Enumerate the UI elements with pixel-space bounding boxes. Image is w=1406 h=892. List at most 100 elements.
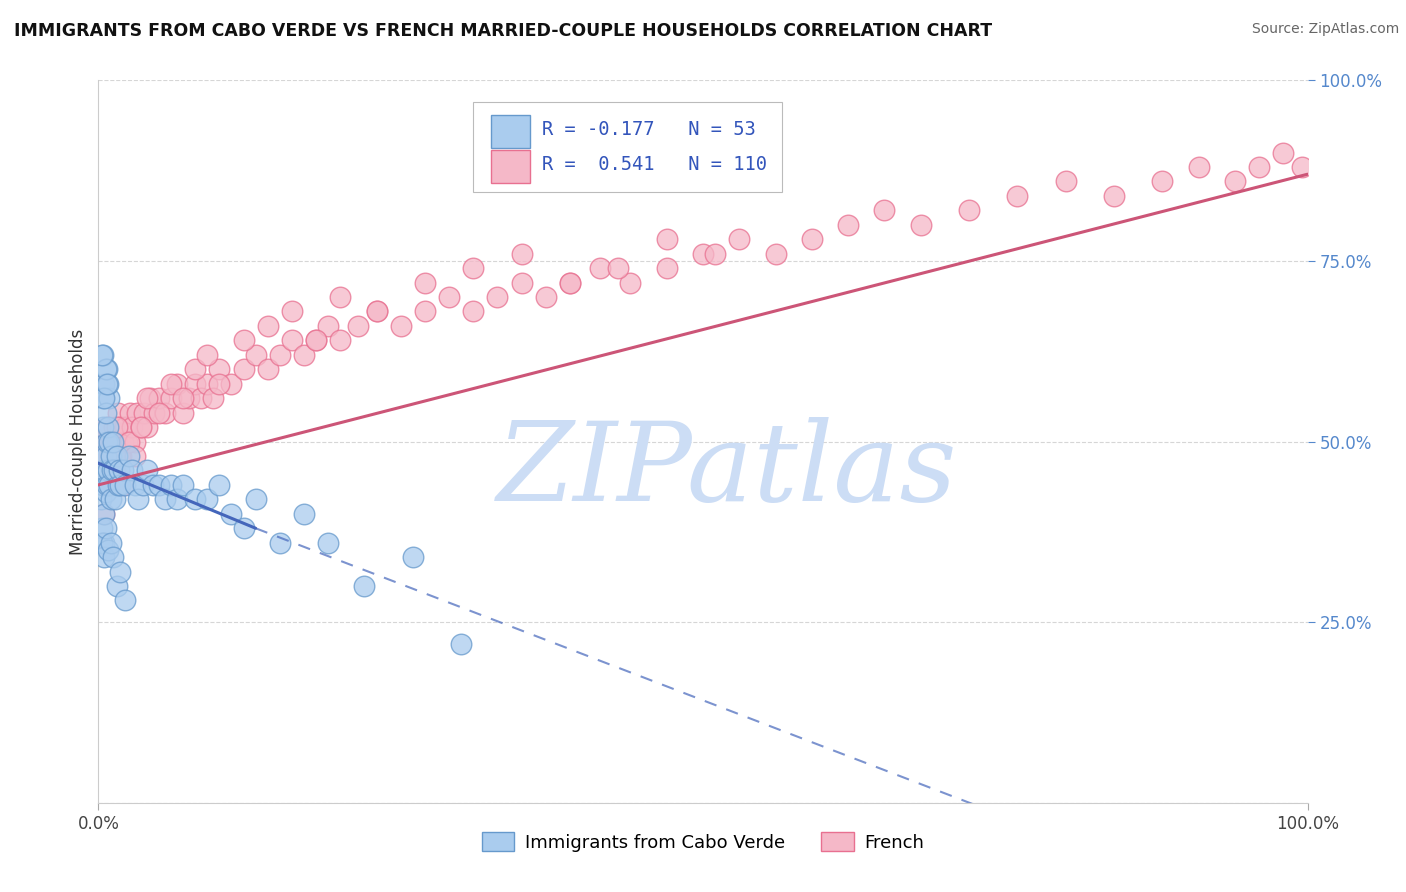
Point [190,391,212,405]
Point [127,492,149,507]
Point [107,406,129,420]
Point [143,406,166,420]
Point [110,449,132,463]
Point [1152,174,1174,188]
Point [93,535,115,549]
Point [117,434,139,449]
Point [118,406,141,420]
Point [107,478,129,492]
Point [172,391,194,405]
Point [269,535,291,549]
Point [389,318,412,333]
Point [91,348,114,362]
Point [148,478,170,492]
Point [1291,160,1313,174]
Point [1223,174,1246,188]
Point [100,492,122,507]
Point [91,391,114,405]
Point [221,507,243,521]
Point [105,434,128,449]
Point [366,304,388,318]
Point [305,334,328,348]
Point [153,406,176,420]
Point [135,391,157,405]
Text: R = -0.177   N = 53: R = -0.177 N = 53 [543,120,756,139]
Point [93,391,115,405]
Point [607,261,630,276]
Point [94,449,117,463]
Point [202,391,225,405]
Point [104,463,127,477]
Point [589,261,612,276]
Point [208,376,231,391]
Point [94,485,117,500]
Point [353,579,375,593]
Point [221,376,243,391]
Point [1054,174,1077,188]
Point [104,492,127,507]
Point [463,304,485,318]
Point [96,362,118,376]
Point [108,565,131,579]
Point [97,463,120,477]
Point [1188,160,1211,174]
Point [97,420,120,434]
FancyBboxPatch shape [474,102,782,193]
Point [910,218,932,232]
Point [93,478,115,492]
Point [91,449,114,463]
Point [450,637,472,651]
Point [129,420,152,434]
Point [837,218,859,232]
Point [208,478,231,492]
Point [100,434,122,449]
Point [135,420,157,434]
Point [704,246,727,260]
Point [142,478,165,492]
Point [97,542,120,557]
Point [463,261,485,276]
Point [97,463,120,477]
Point [114,478,136,492]
Point [103,463,125,477]
Point [292,507,315,521]
Point [728,232,751,246]
Point [232,362,254,376]
Point [121,463,143,477]
Point [98,391,121,405]
Point [195,376,218,391]
Point [101,449,124,463]
Point [118,449,141,463]
Point [245,492,267,507]
Point [98,434,121,449]
Point [96,420,118,434]
Point [108,449,131,463]
Point [100,535,122,549]
Point [800,232,823,246]
Point [94,406,117,420]
Point [305,334,328,348]
Point [100,434,122,449]
Point [108,478,131,492]
Legend: Immigrants from Cabo Verde, French: Immigrants from Cabo Verde, French [474,825,932,859]
Point [269,348,291,362]
Point [329,290,352,304]
Point [91,348,114,362]
Point [94,434,117,449]
Point [148,406,170,420]
Point [160,376,183,391]
Point [135,463,157,477]
Point [413,304,436,318]
Point [208,362,231,376]
Point [366,304,388,318]
Point [124,434,146,449]
Point [93,463,115,477]
Point [329,334,352,348]
Point [91,478,114,492]
FancyBboxPatch shape [492,150,530,183]
Point [114,420,136,434]
Point [184,492,207,507]
Point [111,463,134,477]
Point [118,434,141,449]
Point [94,362,117,376]
